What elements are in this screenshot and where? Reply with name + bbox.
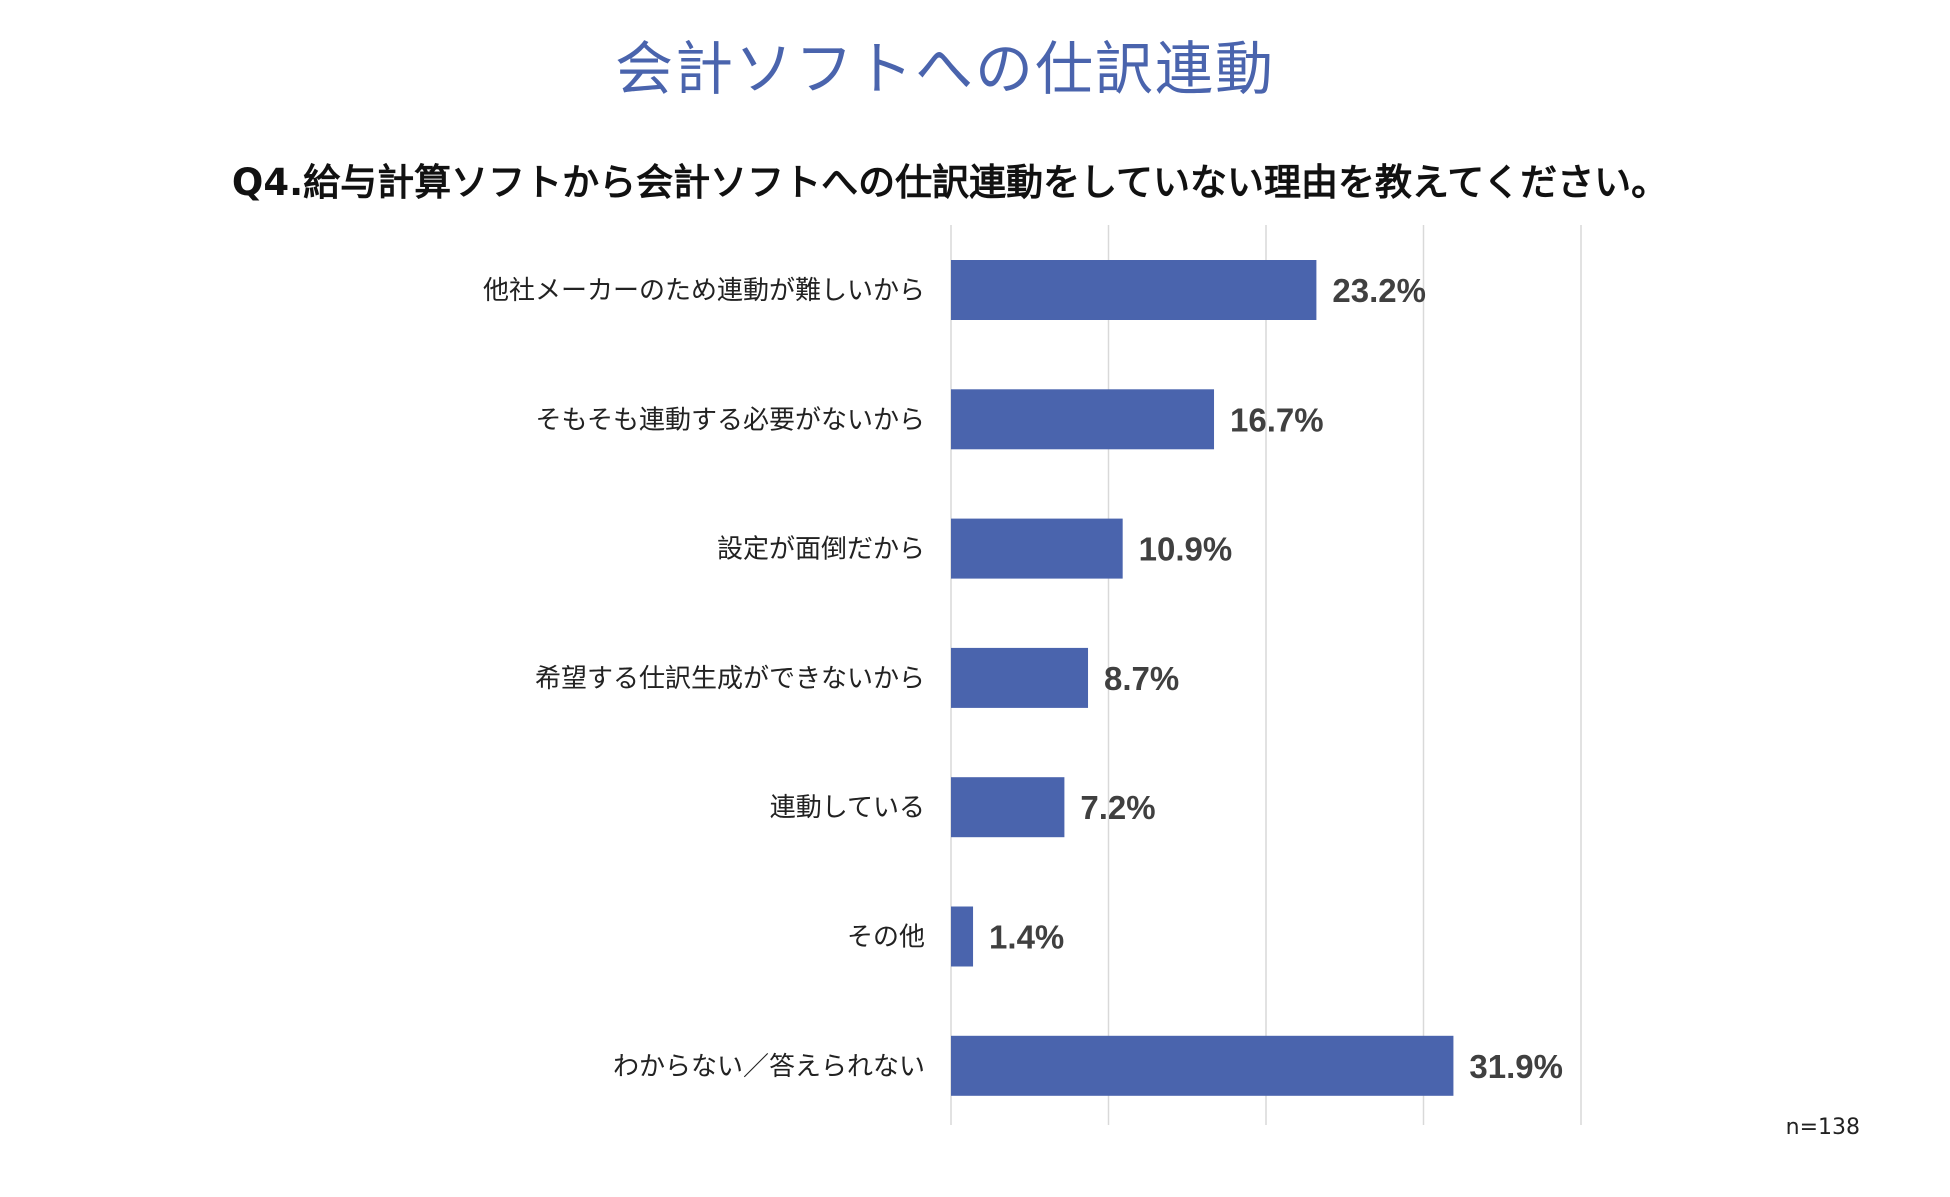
bar-3 <box>951 647 1089 708</box>
category-label-0: 他社メーカーのため連動が難しいから <box>483 276 925 306</box>
category-label-1: そもそも連動する必要がないから <box>536 405 925 435</box>
category-label-5: その他 <box>847 923 925 953</box>
value-label-4: 7.2% <box>1080 789 1155 826</box>
category-label-3: 希望する仕訳生成ができないから <box>535 664 925 694</box>
value-label-6: 31.9% <box>1469 1048 1563 1085</box>
bar-4 <box>951 777 1065 838</box>
category-label-6: わからない／答えられない <box>613 1052 925 1082</box>
value-label-1: 16.7% <box>1230 401 1324 438</box>
value-label-0: 23.2% <box>1332 272 1426 309</box>
value-label-2: 10.9% <box>1139 531 1233 568</box>
bar-5 <box>951 906 974 967</box>
category-label-4: 連動している <box>770 793 925 823</box>
bar-layer <box>951 260 1454 1096</box>
value-label-3: 8.7% <box>1104 660 1179 697</box>
bar-0 <box>951 260 1317 320</box>
sample-size-note: n=138 <box>1785 1115 1860 1140</box>
bar-1 <box>951 389 1215 450</box>
category-label-2: 設定が面倒だから <box>717 535 925 565</box>
bar-6 <box>951 1035 1454 1096</box>
value-label-5: 1.4% <box>989 919 1064 956</box>
label-layer: 他社メーカーのため連動が難しいから 23.2% そもそも連動する必要がないから 16.… <box>483 272 1563 1085</box>
page-title: 会計ソフトへの仕訳連動 <box>614 35 1275 103</box>
bar-2 <box>951 518 1123 579</box>
chart-title: Q4.給与計算ソフトから会計ソフトへの仕訳連動をしていない理由を教えてください。 <box>231 161 1669 204</box>
